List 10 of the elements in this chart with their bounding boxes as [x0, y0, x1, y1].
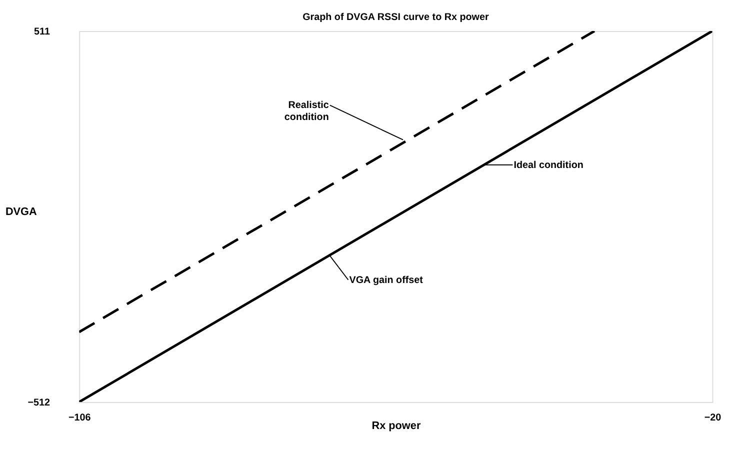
annotation: Ideal condition	[514, 160, 584, 171]
chart-title: Graph of DVGA RSSI curve to Rx power	[302, 12, 489, 24]
y-tick-label: 511	[34, 26, 50, 38]
annotation: Realistic condition	[284, 100, 330, 124]
annotation: VGA gain offset	[349, 274, 424, 286]
x-tick-label: −106	[68, 412, 92, 424]
x-axis-title: Rx power	[372, 420, 422, 432]
y-axis-title: DVGA	[5, 206, 38, 218]
y-tick-label: −512	[28, 397, 50, 408]
x-tick-label: −20	[704, 412, 722, 424]
